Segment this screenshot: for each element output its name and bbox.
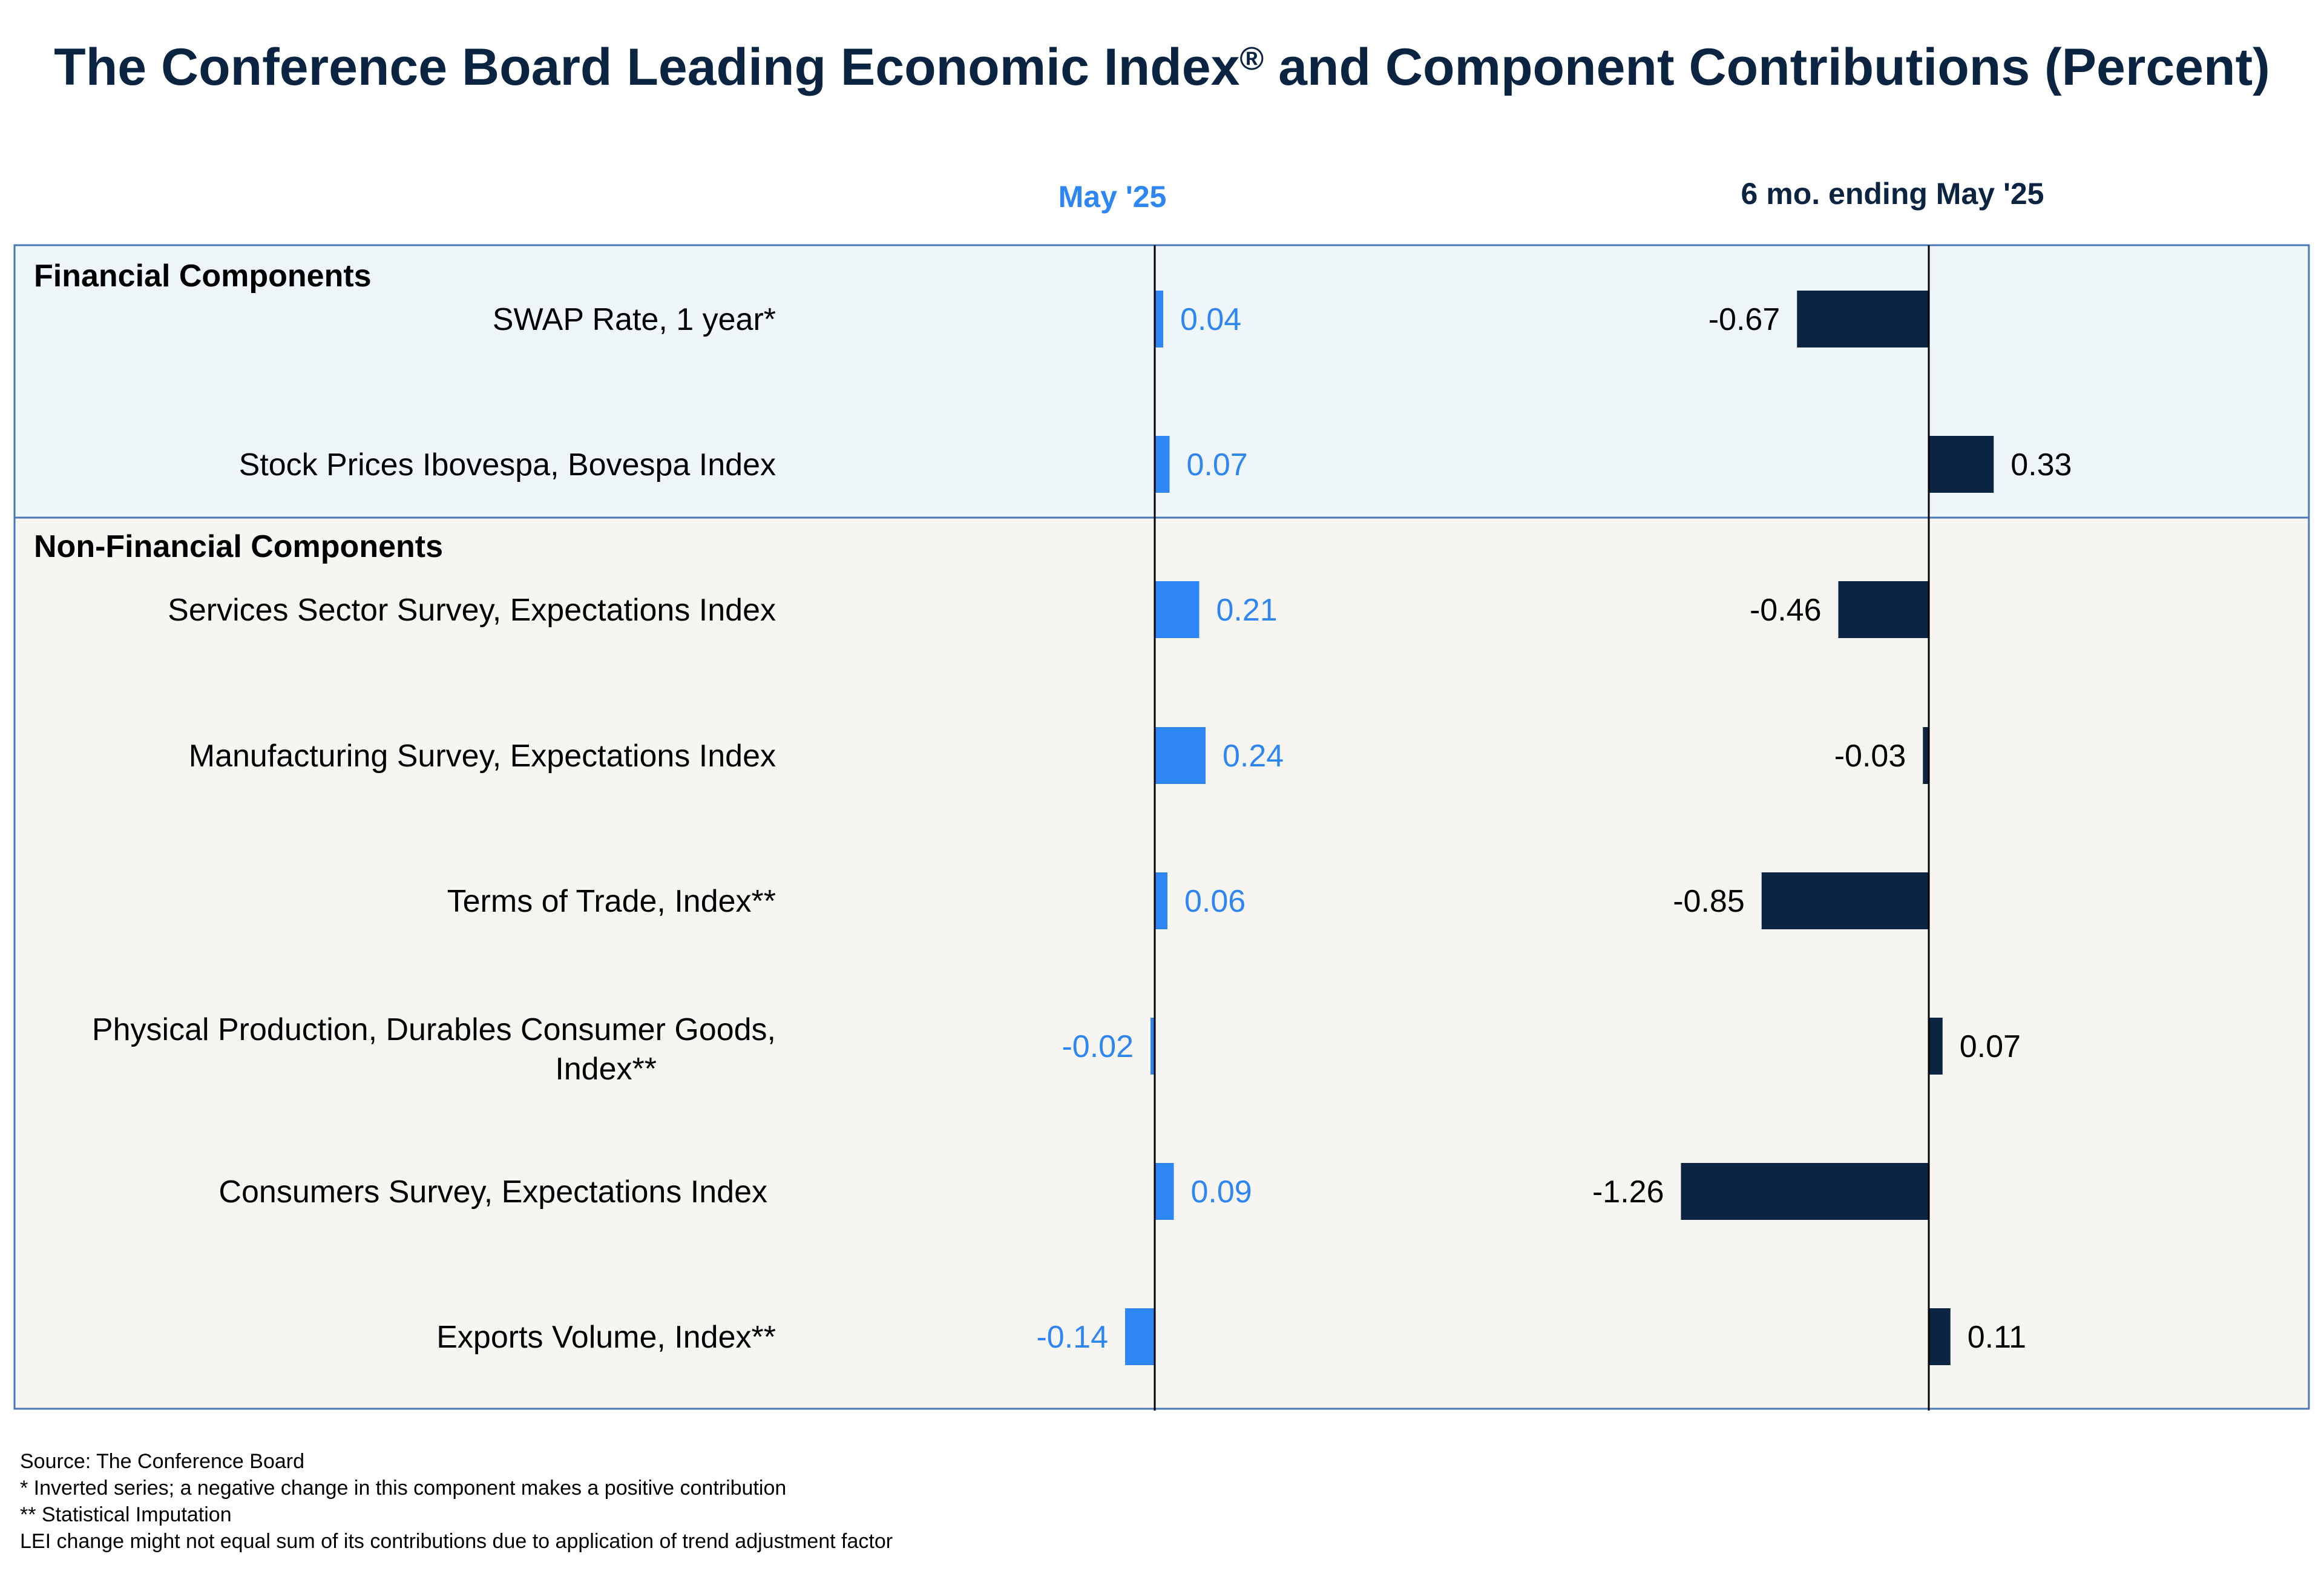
category-label-line: Physical Production, Durables Consumer G…	[92, 1012, 776, 1047]
six-month-value-label: -0.46	[1750, 593, 1822, 628]
current-bar	[1151, 1018, 1155, 1075]
title-suffix: and Component Contributions (Percent)	[1264, 38, 2270, 96]
current-bar	[1155, 1163, 1174, 1220]
current-bar	[1155, 581, 1200, 638]
six-month-bar	[1838, 581, 1929, 638]
six-month-bar	[1929, 1018, 1943, 1075]
six-month-value-label: -0.03	[1834, 739, 1906, 774]
chart-title: The Conference Board Leading Economic In…	[0, 38, 2324, 97]
current-bar	[1155, 872, 1167, 929]
current-bar	[1125, 1308, 1155, 1365]
footnote-source: Source: The Conference Board	[20, 1450, 304, 1473]
current-value-label: 0.04	[1180, 302, 1241, 337]
six-month-bar	[1923, 727, 1929, 784]
group-header-financial: Financial Components	[34, 259, 372, 294]
current-value-label: 0.06	[1184, 884, 1246, 919]
six-month-bar	[1761, 872, 1929, 929]
category-label: Terms of Trade, Index**	[447, 884, 776, 919]
footnote-inverted: * Inverted series; a negative change in …	[20, 1477, 787, 1500]
category-label-line: Index**	[555, 1052, 657, 1087]
current-value-label: 0.21	[1216, 593, 1278, 628]
category-label: Stock Prices Ibovespa, Bovespa Index	[239, 447, 776, 482]
category-label: Services Sector Survey, Expectations Ind…	[168, 593, 776, 628]
current-value-label: 0.24	[1223, 739, 1284, 774]
category-label: SWAP Rate, 1 year*	[493, 302, 776, 337]
six-month-value-label: 0.07	[1960, 1029, 2021, 1064]
category-label: Manufacturing Survey, Expectations Index	[189, 739, 776, 774]
column-header-six-month: 6 mo. ending May '25	[1741, 177, 2044, 211]
current-bar	[1155, 727, 1206, 784]
current-value-label: 0.09	[1191, 1174, 1252, 1210]
current-bar	[1155, 291, 1163, 347]
six-month-value-label: -0.67	[1709, 302, 1781, 337]
chart-frame	[13, 244, 2310, 1410]
six-month-value-label: 0.11	[1968, 1320, 2026, 1355]
footnote-trend: LEI change might not equal sum of its co…	[20, 1530, 893, 1553]
group-header-nonfinancial: Non-Financial Components	[34, 529, 443, 564]
category-label: Physical Production, Durables Consumer G…	[92, 1012, 776, 1087]
six-month-bar	[1797, 291, 1929, 347]
current-value-label: -0.14	[1036, 1320, 1108, 1355]
footnote-imputation: ** Statistical Imputation	[20, 1503, 232, 1526]
six-month-value-label: 0.33	[2011, 447, 2072, 482]
current-value-label: -0.02	[1062, 1029, 1134, 1064]
current-value-label: 0.07	[1187, 447, 1248, 482]
current-bar	[1155, 436, 1170, 493]
six-month-bar	[1681, 1163, 1929, 1220]
column-header-current: May '25	[1059, 180, 1167, 214]
registered-mark: ®	[1239, 41, 1264, 77]
category-label: Consumers Survey, Expectations Index	[218, 1174, 767, 1210]
category-label: Exports Volume, Index**	[436, 1320, 776, 1355]
six-month-bar	[1929, 436, 1994, 493]
six-month-value-label: -1.26	[1592, 1174, 1664, 1210]
title-main: The Conference Board Leading Economic In…	[54, 38, 1240, 96]
six-month-bar	[1929, 1308, 1951, 1365]
nonfinancial-section-bg	[15, 518, 2309, 1409]
six-month-value-label: -0.85	[1673, 884, 1745, 919]
